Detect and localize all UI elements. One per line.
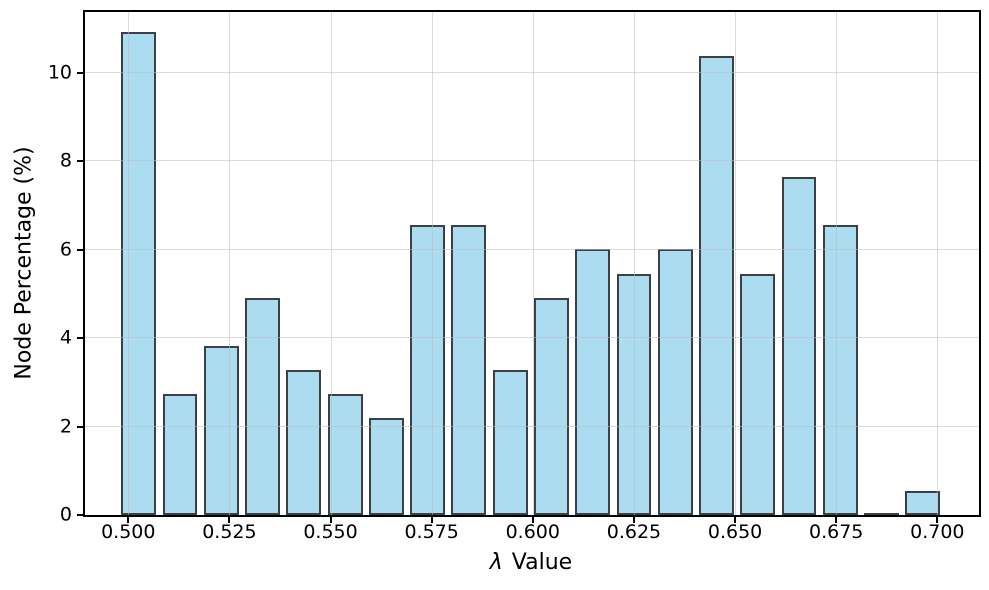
vertical-gridline	[836, 12, 838, 515]
histogram-bar	[905, 490, 941, 515]
vertical-gridline	[229, 12, 231, 515]
histogram-bar	[781, 176, 817, 515]
y-tick-mark	[77, 514, 83, 516]
x-tick-mark	[430, 517, 433, 523]
grid-layer	[85, 12, 979, 515]
histogram-bar	[327, 394, 363, 515]
x-tick-label: 0.625	[606, 521, 662, 543]
x-tick-label: 0.575	[404, 521, 459, 543]
y-tick-label: 6	[59, 238, 72, 261]
horizontal-gridline	[85, 425, 979, 427]
histogram-bar	[864, 513, 899, 515]
y-tick-label: 10	[47, 61, 72, 84]
x-tick-label: 0.675	[808, 521, 864, 543]
vertical-gridline	[431, 12, 433, 515]
y-tick-mark	[77, 71, 83, 74]
y-tick-mark	[77, 160, 83, 163]
x-tick-mark	[835, 517, 838, 523]
y-tick-label: 0	[59, 503, 72, 526]
histogram-bar	[657, 249, 693, 515]
x-tick-mark	[632, 517, 635, 523]
horizontal-gridline	[85, 337, 979, 339]
histogram-bar	[451, 225, 487, 515]
histogram-bar	[575, 249, 611, 515]
histogram-bar	[822, 225, 858, 515]
x-tick-label: 0.500	[101, 521, 156, 543]
histogram-bar	[740, 273, 776, 515]
x-tick-label: 0.600	[505, 521, 560, 543]
horizontal-gridline	[85, 248, 979, 250]
vertical-gridline	[937, 12, 939, 515]
histogram-bar	[492, 370, 528, 515]
histogram-bar	[410, 225, 446, 515]
vertical-gridline	[633, 12, 635, 515]
plot-area	[83, 10, 981, 517]
y-tick-mark	[77, 425, 83, 428]
x-axis-label-text: Value	[504, 550, 573, 575]
x-tick-mark	[127, 517, 130, 523]
bars-layer	[85, 12, 979, 515]
histogram-bar	[286, 370, 322, 515]
x-tick-mark	[329, 517, 332, 523]
x-tick-label: 0.525	[202, 521, 257, 543]
y-tick-mark	[77, 248, 83, 251]
histogram-bar	[203, 345, 239, 515]
histogram-bar	[162, 394, 198, 515]
x-tick-mark	[936, 517, 939, 523]
lambda-symbol: λ	[489, 550, 503, 575]
vertical-gridline	[128, 12, 130, 515]
horizontal-gridline	[85, 160, 979, 162]
histogram-bar	[368, 418, 404, 515]
x-tick-label: 0.550	[303, 521, 358, 543]
x-tick-mark	[228, 517, 231, 523]
y-tick-mark	[77, 337, 83, 340]
y-tick-label: 4	[59, 326, 72, 349]
vertical-gridline	[330, 12, 332, 515]
x-tick-label: 0.650	[707, 521, 763, 543]
histogram-bar	[533, 297, 569, 515]
x-tick-mark	[734, 517, 737, 523]
histogram-bar	[616, 273, 652, 515]
y-tick-label: 2	[59, 415, 72, 438]
x-tick-mark	[531, 517, 534, 523]
x-tick-label: 0.700	[910, 521, 965, 543]
histogram-bar	[245, 297, 280, 515]
horizontal-gridline	[85, 72, 979, 73]
histogram-bar	[121, 31, 157, 515]
x-axis-label: λ Value	[490, 550, 572, 575]
vertical-gridline	[532, 12, 534, 515]
y-tick-label: 8	[59, 149, 72, 172]
vertical-gridline	[735, 12, 737, 515]
histogram-bar	[699, 56, 734, 515]
